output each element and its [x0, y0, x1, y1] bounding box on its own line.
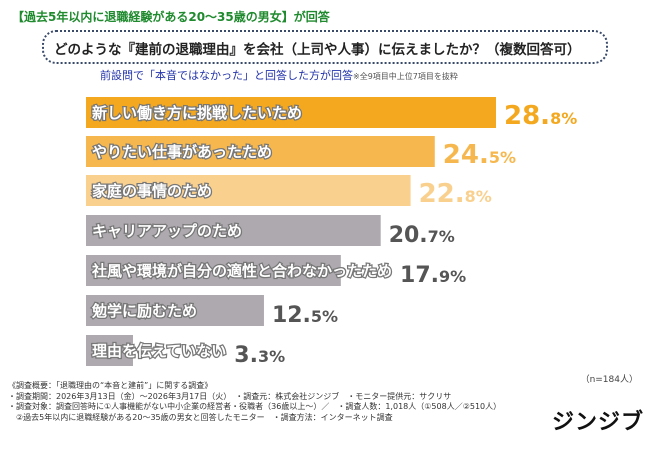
bar-chart: 新しい働き方に挑戦したいため 28.8% やりたい仕事があったため 24.5% 家庭の事… [86, 97, 577, 368]
value-label: 28.8% [504, 101, 577, 131]
value-label: 20.7% [389, 223, 455, 248]
bar-label: 新しい働き方に挑戦したいため [92, 104, 302, 122]
sample-size: （n=184人） [580, 375, 638, 385]
value-label: 22.8% [419, 179, 492, 209]
bar-label: 家庭の事情のため [92, 182, 212, 200]
subtitle: 前設問で「本音ではなかった」と回答した方が回答※全9項目中上位7項目を抜粋 [100, 67, 458, 83]
bar [86, 175, 411, 206]
bar [86, 136, 435, 167]
subtitle-text: 前設問で「本音ではなかった」と回答した方が回答 [100, 69, 353, 82]
survey-footer: 《調査概要：「退職理由の“本音と建前”」に関する調査》 ・調査期間：2026年3… [8, 381, 543, 423]
value-label: 12.5% [272, 303, 338, 328]
bar-label: やりたい仕事があったため [92, 143, 272, 161]
footer-line: ・調査対象：調査回答時に①人事機能がない中小企業の経営者・役職者（36歳以上〜）… [8, 402, 502, 411]
footer-line: ・調査期間：2026年3月13日（金）〜2026年3月17日（火） ・調査元：株… [8, 391, 452, 401]
question-title: どのような『建前の退職理由』を会社（上司や人事）に伝えましたか？（複数回答可） [54, 42, 581, 58]
bar [86, 335, 133, 366]
value-label: 17.9% [400, 263, 466, 288]
bar-label: 社風や環境が自分の適性と合わなかったため [91, 262, 392, 280]
target-label: 【過去5年以内に退職経験がある20〜35歳の男女】が回答 [12, 10, 330, 24]
footer-line: 《調査概要：「退職理由の“本音と建前”」に関する調査》 [8, 381, 213, 390]
note: ※全9項目中上位7項目を抜粋 [353, 72, 458, 81]
company-logo: ジンジブ [552, 410, 645, 435]
bar [86, 255, 341, 286]
footer-line: ②過去5年以内に退職経験がある20〜35歳の男女と回答したモニター ・調査方法：… [8, 412, 393, 422]
question-box [42, 30, 608, 64]
bar [86, 295, 264, 326]
bar [86, 215, 381, 246]
value-label: 3.3% [234, 343, 285, 368]
value-label: 24.5% [443, 140, 516, 170]
bar [86, 97, 496, 128]
bar-label: 理由を伝えていない [92, 342, 226, 360]
bar-label: キャリアアップのため [92, 222, 242, 240]
bar-label: 勉学に励むため [91, 302, 197, 320]
